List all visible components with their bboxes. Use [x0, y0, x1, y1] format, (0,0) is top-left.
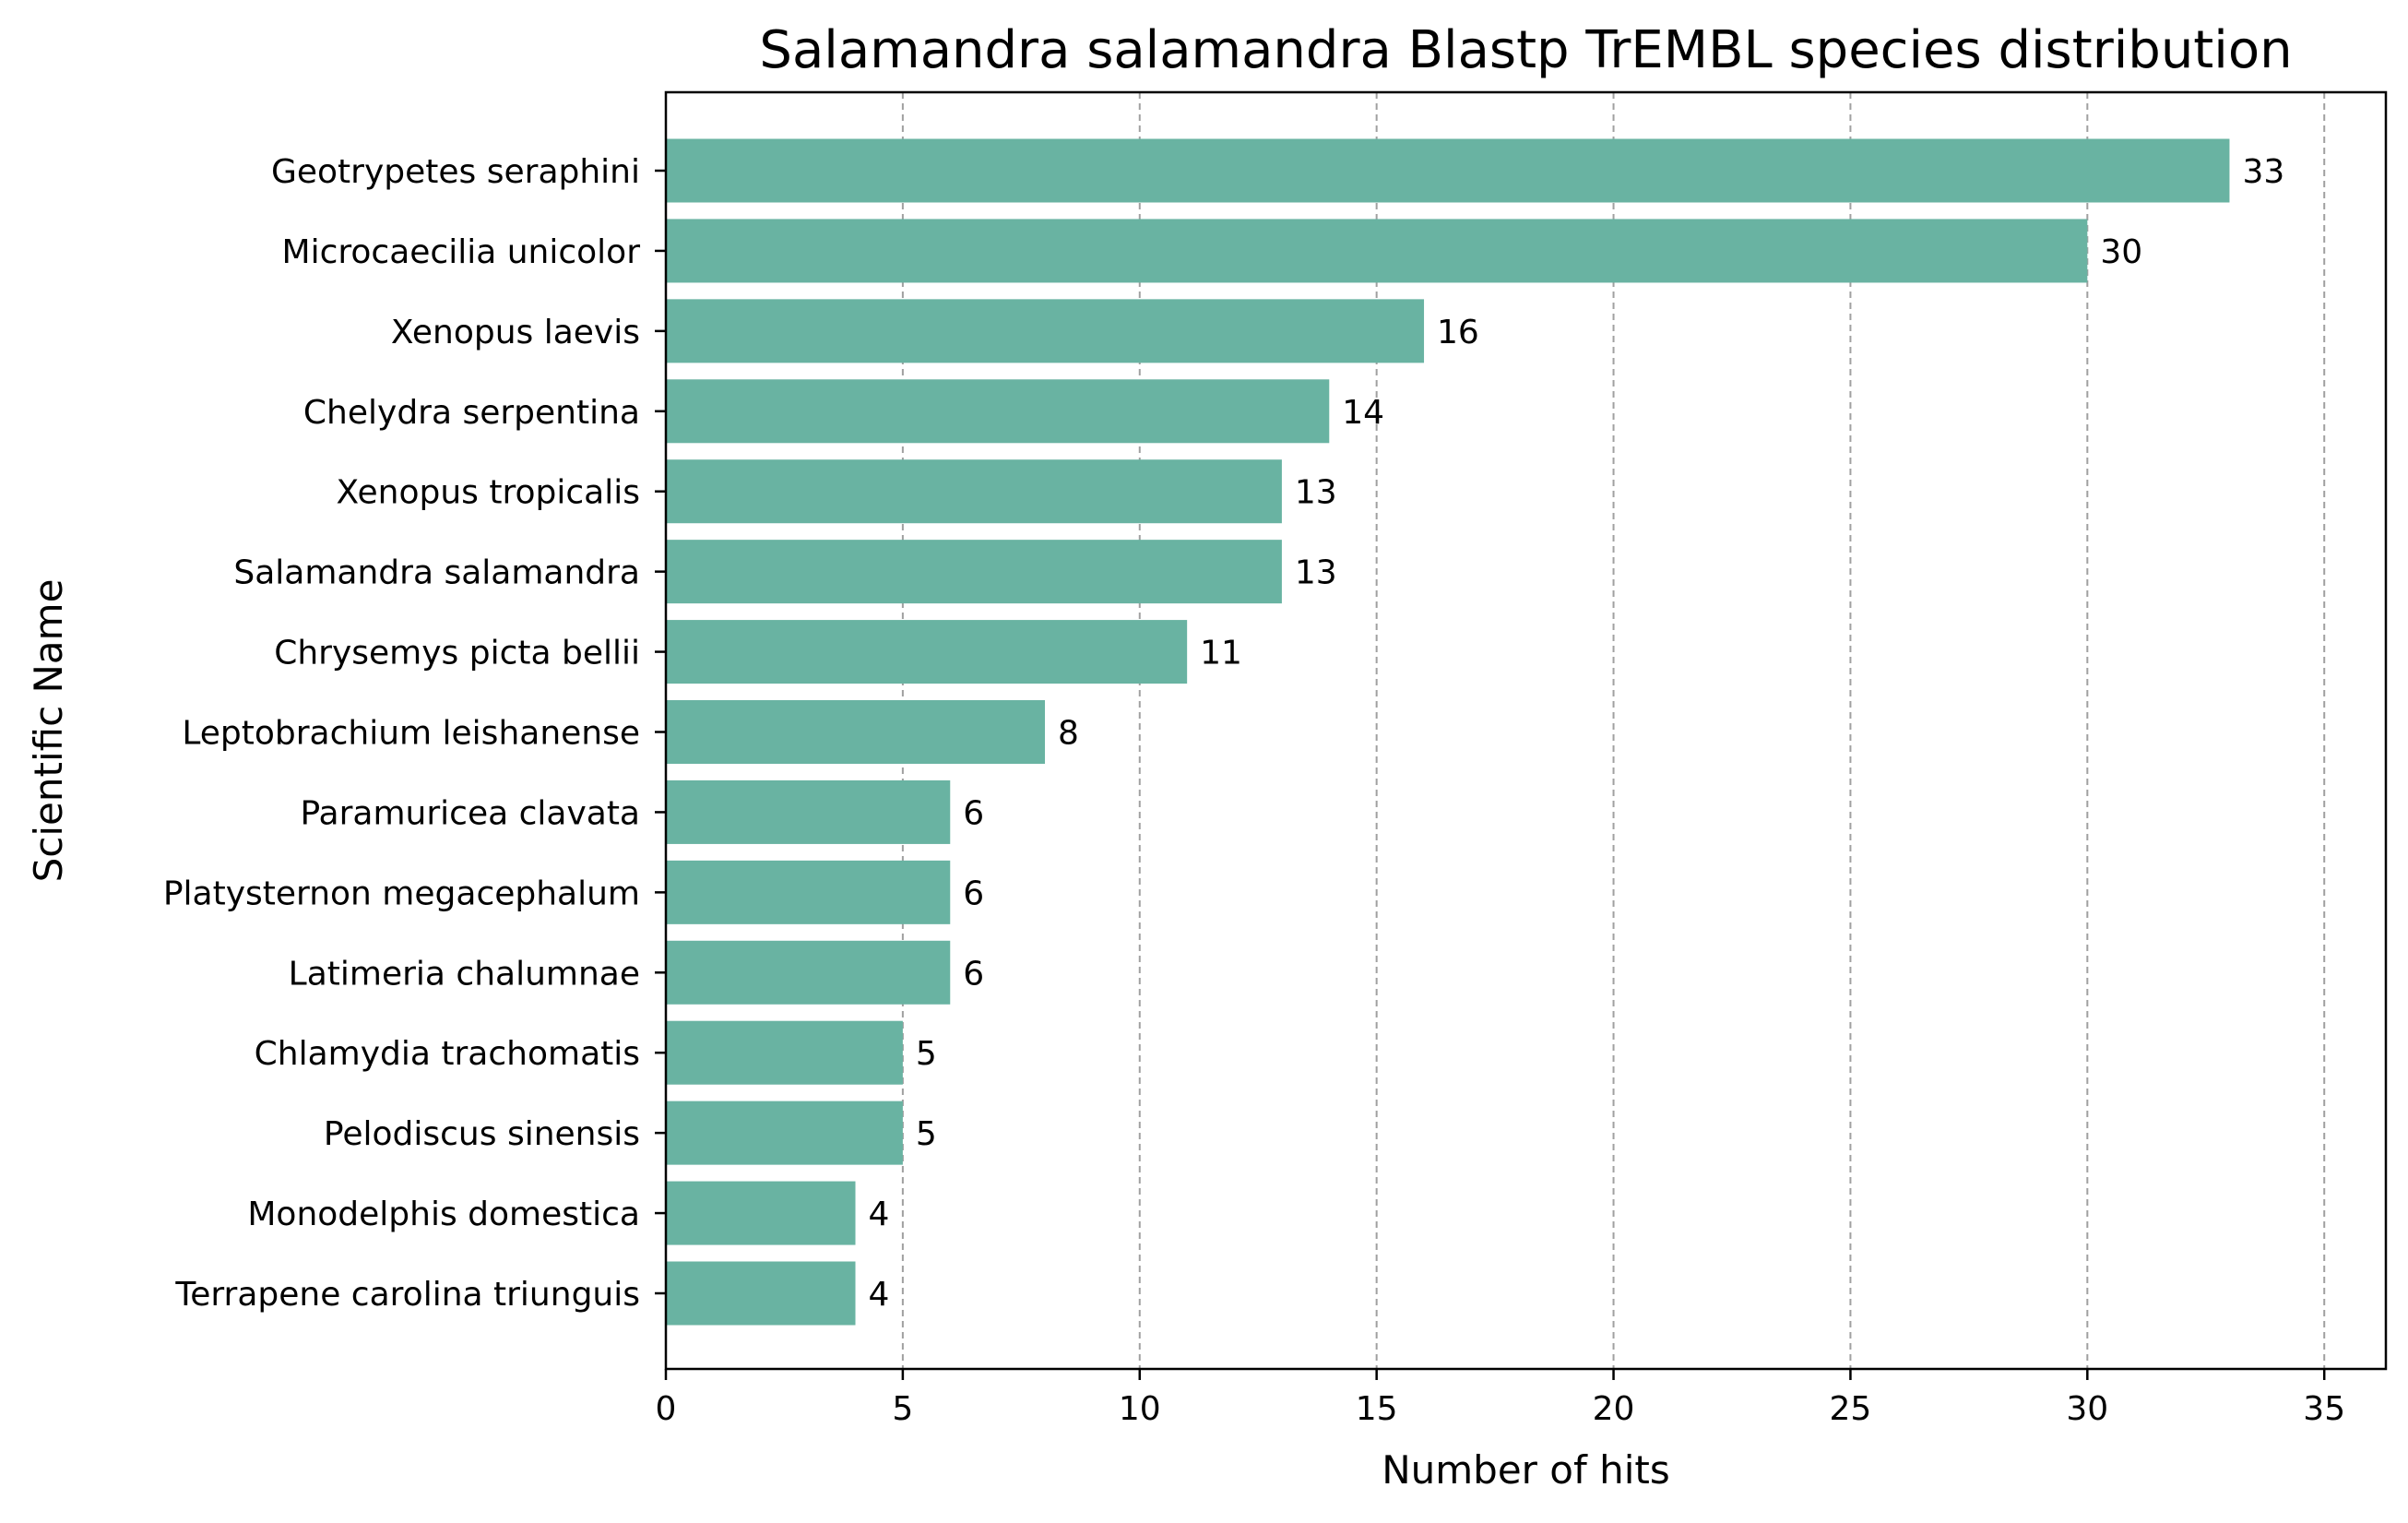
bar: [666, 138, 2230, 203]
bar: [666, 1020, 903, 1085]
data-label: 13: [1295, 554, 1337, 592]
y-tick-label: Monodelphis domestica: [247, 1196, 640, 1233]
x-tick-label: 35: [2303, 1390, 2345, 1428]
y-tick-label: Chelydra serpentina: [303, 394, 640, 432]
y-tick-label: Microcaecilia unicolor: [282, 233, 641, 271]
plot-frame: [664, 90, 2388, 1371]
chart-title: Salamandra salamandra Blastp TrEMBL spec…: [759, 20, 2292, 80]
data-label: 6: [963, 794, 984, 832]
y-tick-label: Salamandra salamandra: [233, 554, 640, 592]
y-tick-label: Latimeria chalumnae: [289, 955, 640, 993]
data-label: 6: [963, 875, 984, 912]
x-tick-label: 20: [1593, 1390, 1635, 1428]
y-tick-label: Chrysemys picta bellii: [274, 635, 640, 672]
data-label: 4: [869, 1276, 890, 1314]
bars: [666, 138, 2230, 1326]
y-tick-label: Chlamydia trachomatis: [255, 1035, 640, 1073]
data-label: 33: [2242, 153, 2284, 191]
bar: [666, 219, 2088, 283]
x-tick-label: 25: [1830, 1390, 1872, 1428]
y-tick-label: Xenopus tropicalis: [336, 474, 640, 512]
bar: [666, 540, 1282, 604]
bar: [666, 940, 951, 1005]
data-label: 8: [1058, 715, 1079, 753]
y-tick-label: Platysternon megacephalum: [163, 875, 640, 912]
data-label: 6: [963, 955, 984, 993]
x-tick-label: 10: [1119, 1390, 1161, 1428]
bar: [666, 1101, 903, 1165]
data-label: 13: [1295, 474, 1337, 512]
data-label: 5: [916, 1115, 937, 1153]
bar: [666, 1181, 856, 1245]
x-tick-label: 5: [892, 1390, 913, 1428]
x-tick-label: 15: [1356, 1390, 1398, 1428]
y-axis-ticks: Geotrypetes seraphini Microcaecilia unico…: [163, 153, 666, 1314]
bar: [666, 459, 1282, 524]
y-tick-label: Geotrypetes seraphini: [271, 153, 640, 191]
bar: [666, 299, 1425, 363]
bar: [666, 620, 1188, 684]
x-tick-label: 30: [2066, 1390, 2108, 1428]
bar: [666, 860, 951, 924]
y-tick-label: Paramuricea clavata: [300, 794, 640, 832]
data-label: 14: [1342, 394, 1384, 432]
x-tick-label: 0: [656, 1390, 677, 1428]
bar: [666, 379, 1330, 444]
y-tick-label: Terrapene carolina triunguis: [174, 1276, 640, 1314]
data-label: 30: [2100, 233, 2142, 271]
y-tick-label: Xenopus laevis: [391, 314, 640, 351]
data-labels: 33 30 16 14 13 13 11 8 6 6 6 5 5 4 4: [869, 153, 2285, 1314]
y-tick-label: Pelodiscus sinensis: [324, 1115, 640, 1153]
y-tick-label: Leptobrachium leishanense: [182, 715, 640, 753]
data-label: 4: [869, 1196, 890, 1233]
data-label: 11: [1200, 635, 1242, 672]
x-axis-ticks: 0 5 10 15 20 25 30 35: [656, 1369, 2345, 1428]
bar: [666, 1261, 856, 1326]
bar: [666, 779, 951, 844]
data-label: 5: [916, 1035, 937, 1073]
gridlines: [901, 92, 2326, 1369]
data-label: 16: [1437, 314, 1479, 351]
bar: [666, 700, 1046, 764]
y-axis-label: Scientific Name: [26, 579, 71, 883]
x-axis-label: Number of hits: [1382, 1447, 1670, 1493]
